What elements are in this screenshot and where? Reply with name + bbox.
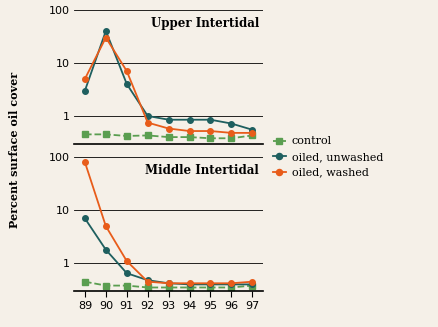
oiled, unwashed [145,114,150,118]
oiled, unwashed [187,118,192,122]
oiled, unwashed [229,122,234,126]
oiled, washed [82,77,88,81]
Text: Middle Intertidal: Middle Intertidal [145,164,259,177]
oiled, washed [187,129,192,133]
oiled, unwashed [250,128,255,132]
control [103,132,109,136]
control [166,135,171,139]
control [229,136,234,140]
oiled, unwashed [124,82,129,86]
Text: Upper Intertidal: Upper Intertidal [151,16,259,29]
control [82,132,88,136]
Legend: control, oiled, unwashed, oiled, washed: control, oiled, unwashed, oiled, washed [273,136,383,178]
oiled, unwashed [103,29,109,33]
control [187,135,192,139]
oiled, unwashed [82,89,88,93]
Line: oiled, unwashed: oiled, unwashed [82,28,255,132]
control [145,133,150,137]
Line: oiled, washed: oiled, washed [82,35,255,136]
oiled, washed [103,36,109,40]
oiled, washed [250,131,255,135]
oiled, unwashed [166,118,171,122]
oiled, washed [124,69,129,73]
control [250,133,255,137]
Line: control: control [82,131,255,141]
Text: Percent surface oil cover: Percent surface oil cover [9,72,20,229]
oiled, washed [145,121,150,125]
oiled, unwashed [208,118,213,122]
control [208,136,213,140]
oiled, washed [208,129,213,133]
oiled, washed [166,127,171,130]
oiled, washed [229,131,234,135]
control [124,134,129,138]
